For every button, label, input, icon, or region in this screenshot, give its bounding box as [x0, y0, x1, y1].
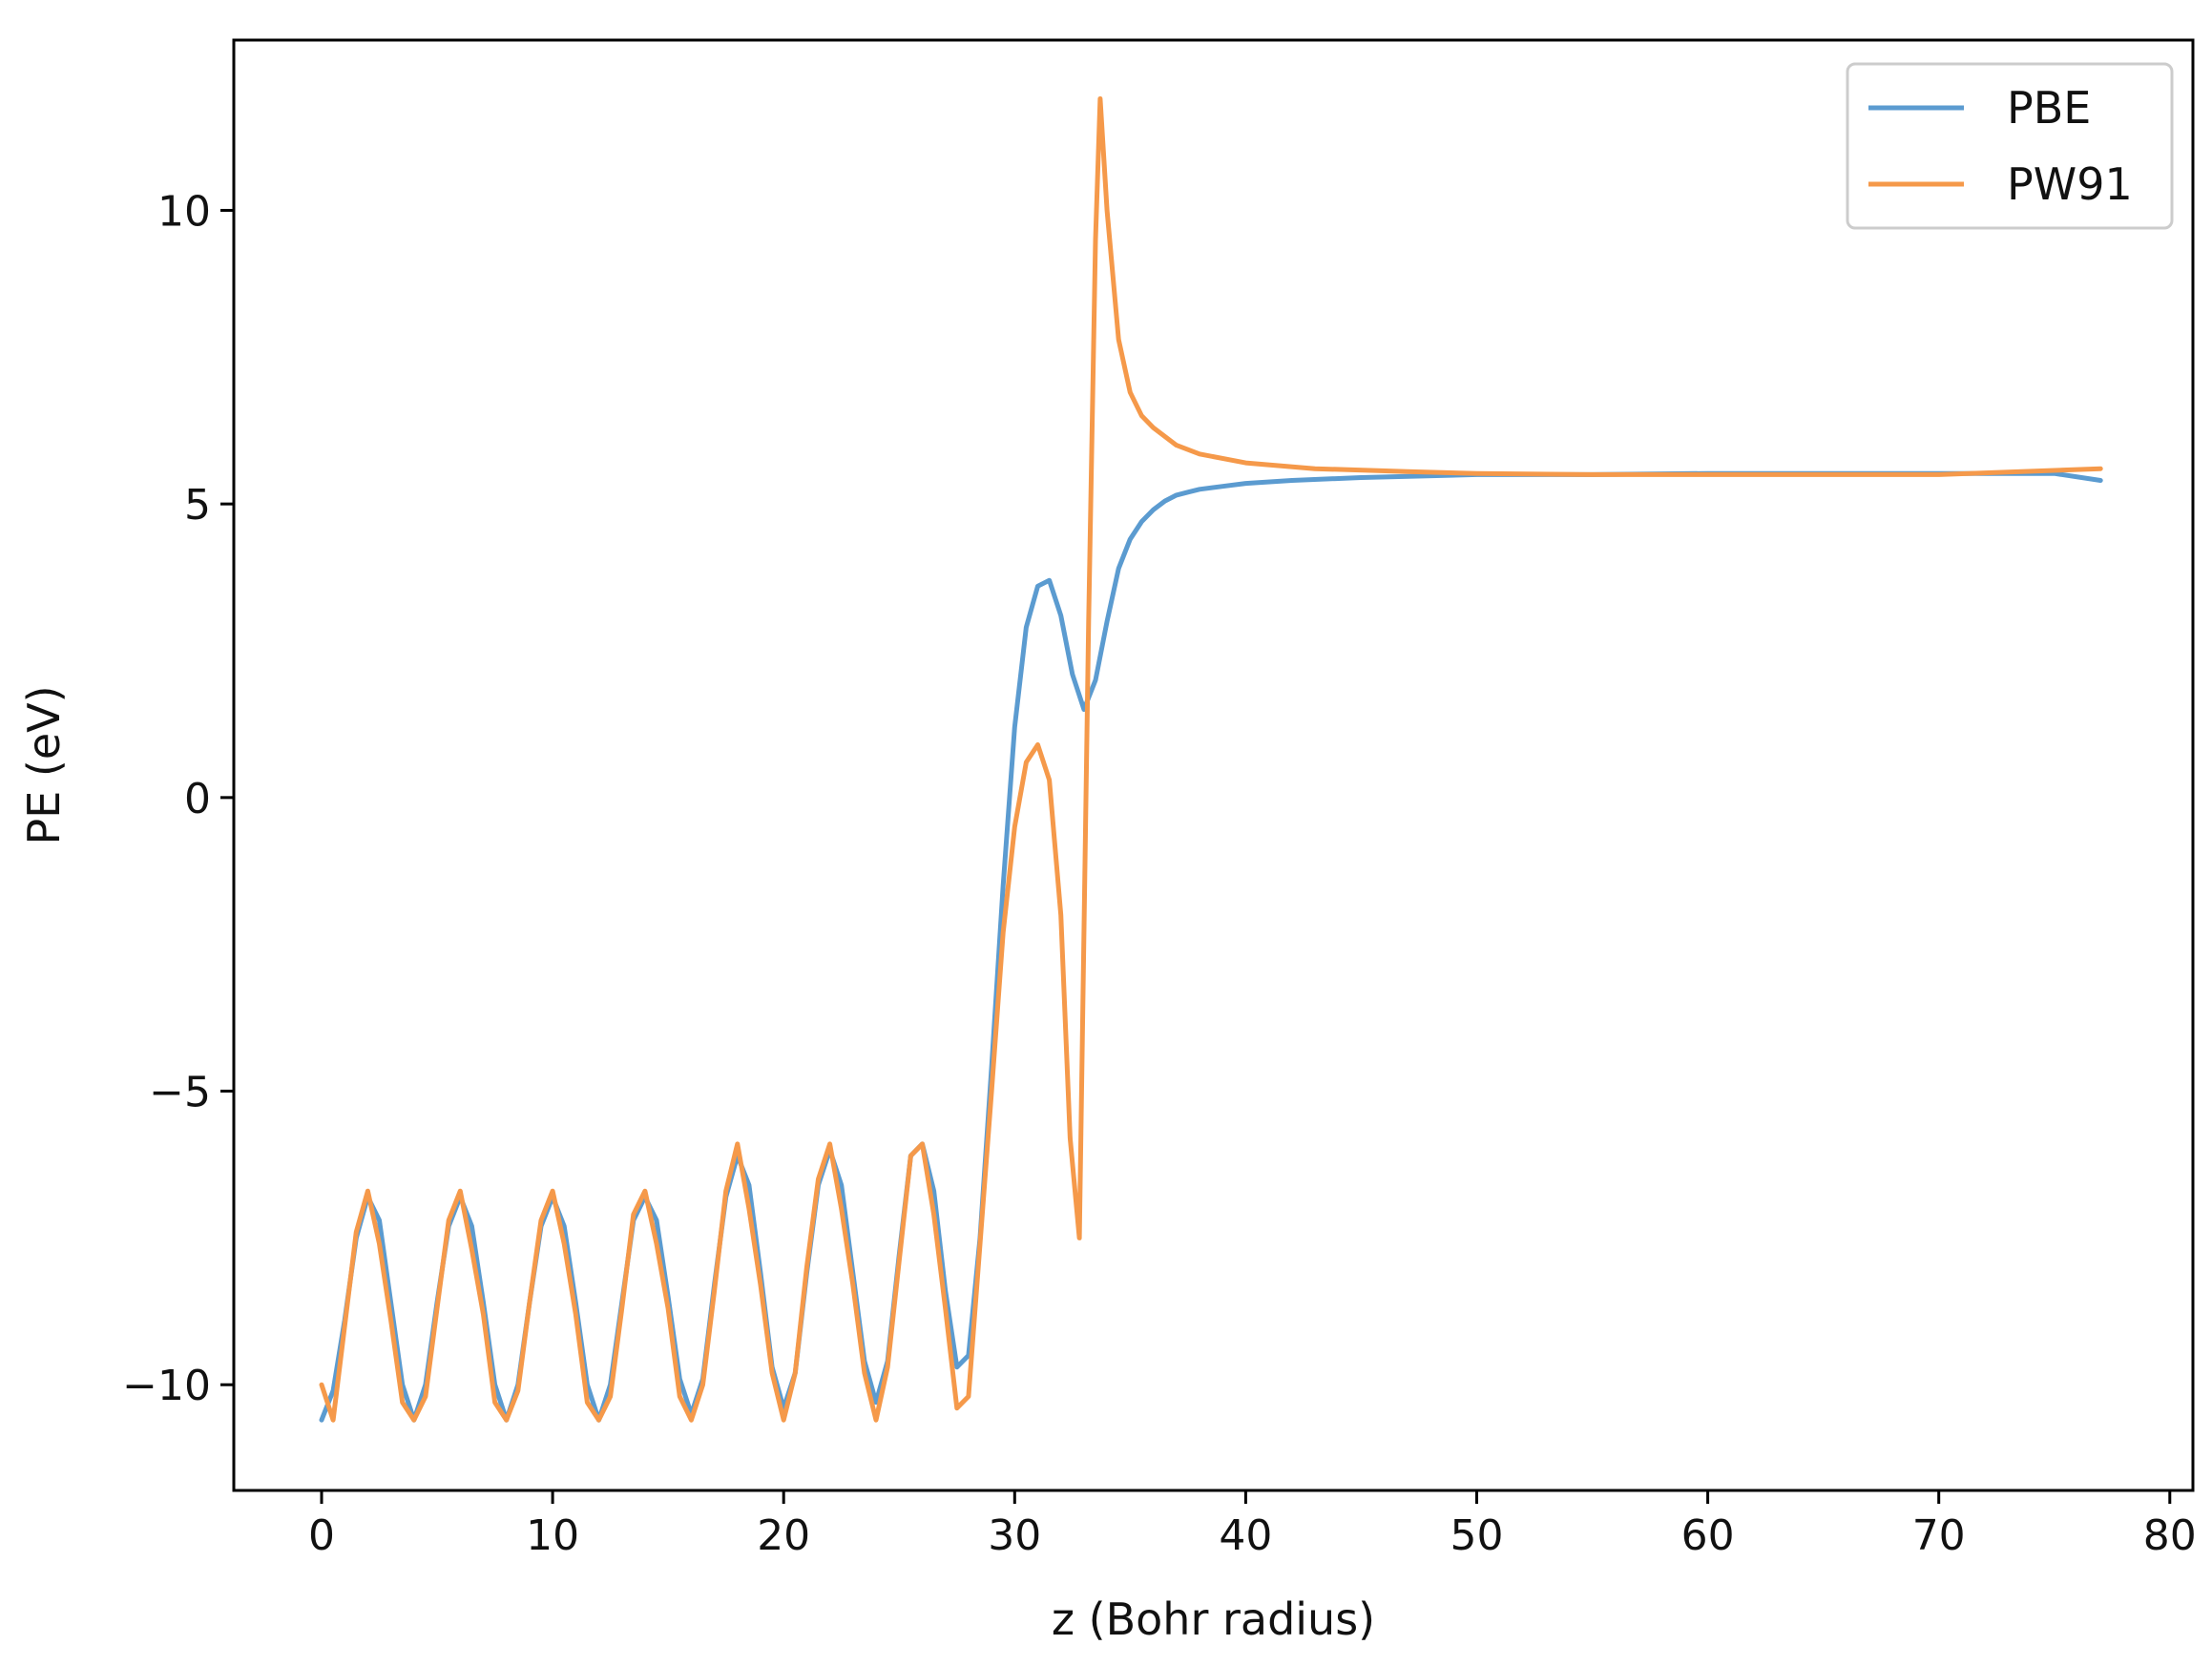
legend-label-pw91: PW91: [2007, 158, 2133, 210]
x-tick-label: 30: [988, 1511, 1041, 1560]
y-axis-ticks: −10 −5 0 5 10: [122, 187, 234, 1410]
x-tick-label: 80: [2143, 1511, 2197, 1560]
y-tick-label: −10: [122, 1362, 211, 1410]
x-tick-label: 40: [1219, 1511, 1272, 1560]
y-axis-label: PE (eV): [18, 685, 70, 844]
series-line-pw91: [319, 96, 2103, 1423]
plot-frame: [232, 38, 2195, 1492]
x-axis-ticks: 0 10 20 30 40 50 60 70 80: [308, 1490, 2197, 1560]
x-tick-label: 70: [1912, 1511, 1966, 1560]
x-tick-label: 20: [757, 1511, 810, 1560]
series-layer: [319, 96, 2103, 1423]
x-tick-label: 50: [1450, 1511, 1503, 1560]
x-tick-label: 0: [308, 1511, 335, 1560]
legend: PBE PW91: [1846, 62, 2174, 230]
y-tick-label: 0: [184, 775, 211, 823]
x-tick-label: 60: [1681, 1511, 1735, 1560]
legend-label-pbe: PBE: [2007, 82, 2091, 134]
y-tick-label: 10: [157, 187, 211, 236]
y-tick-label: −5: [149, 1069, 211, 1117]
y-tick-label: 5: [184, 481, 211, 530]
legend-box: [1846, 62, 2174, 230]
x-axis-label: z (Bohr radius): [1052, 1593, 1375, 1645]
x-tick-label: 10: [526, 1511, 579, 1560]
